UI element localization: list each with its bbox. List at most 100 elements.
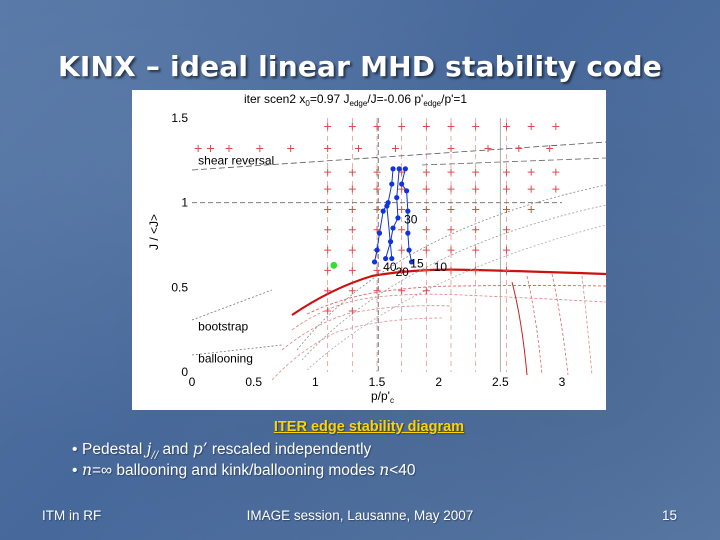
stable-mark xyxy=(348,168,356,176)
stability-curves xyxy=(191,141,606,381)
stable-mark xyxy=(503,168,510,176)
unstable-point xyxy=(387,239,394,245)
figure-caption: ITER edge stability diagram xyxy=(273,419,465,435)
stable-mark xyxy=(472,205,480,213)
unstable-point xyxy=(383,255,389,262)
x-tick-label: 0 xyxy=(189,375,196,389)
stable-mark xyxy=(503,185,510,193)
stability-curve-4 xyxy=(271,317,443,381)
x-tick-label: 1 xyxy=(312,375,319,389)
mode-boundary-line-3 xyxy=(386,206,393,259)
stability-curve-1 xyxy=(306,285,606,315)
stable-mark xyxy=(348,185,356,193)
stable-mark xyxy=(447,122,455,130)
stable-mark xyxy=(373,168,381,176)
stable-mark xyxy=(527,122,535,130)
stable-mark xyxy=(348,122,356,130)
stable-mark xyxy=(324,205,332,213)
stable-mark xyxy=(355,144,362,152)
kink-branch-3 xyxy=(551,273,569,376)
bootstrap-leader-line xyxy=(191,289,273,321)
stable-mark xyxy=(398,185,406,193)
reference-marker xyxy=(330,261,338,269)
stable-mark xyxy=(207,144,214,152)
stable-mark xyxy=(348,266,356,274)
stable-mark xyxy=(348,287,356,295)
stable-mark xyxy=(348,246,356,254)
footer-center: IMAGE session, Lausanne, May 2007 xyxy=(246,508,474,523)
stable-mark xyxy=(472,246,480,254)
stable-mark xyxy=(503,205,510,213)
stable-mark xyxy=(552,168,560,176)
stable-mark xyxy=(324,226,332,234)
stable-mark xyxy=(447,226,455,234)
stability-diagram: 0 0.5 1 1.5 2 2.5 3 0 0.5 1 1.5 shear reversal boot… xyxy=(132,90,606,410)
kink-branch-4 xyxy=(581,275,593,376)
stable-mark xyxy=(398,246,406,254)
unstable-point xyxy=(371,259,378,265)
mode-number-label: 30 xyxy=(404,213,418,227)
mode-number-label: 15 xyxy=(410,257,424,271)
unstable-point xyxy=(396,166,402,172)
unstable-points xyxy=(371,166,415,265)
stable-mark xyxy=(398,122,406,130)
unstable-point xyxy=(384,203,390,209)
stable-mark xyxy=(348,307,356,315)
stable-mark xyxy=(324,122,332,130)
unstable-point xyxy=(405,230,411,236)
stable-mark xyxy=(447,144,455,152)
stable-mark xyxy=(324,266,332,274)
unstable-point xyxy=(376,230,383,236)
stable-mark xyxy=(422,246,430,254)
unstable-point xyxy=(404,188,410,194)
stable-mark xyxy=(472,185,480,193)
chart-header: iter scen2 x0=0.97 Jedge/J=-0.06 p'edge/… xyxy=(244,92,467,108)
y-axis-label: J / <J> xyxy=(147,214,161,250)
bullet-marker: • xyxy=(72,462,78,479)
unstable-point xyxy=(389,255,395,262)
mode-boundary-line-2 xyxy=(385,168,400,259)
stable-mark xyxy=(422,168,430,176)
ballooning-leader-line xyxy=(191,344,283,356)
stable-mark xyxy=(527,205,535,213)
gray-curve-2 xyxy=(301,204,606,361)
stable-mark xyxy=(287,144,295,152)
y-tick-label: 0 xyxy=(181,365,188,379)
stable-mark xyxy=(373,205,381,213)
x-tick-label: 3 xyxy=(559,375,566,389)
stable-mark xyxy=(503,226,510,234)
y-tick-label: 1.5 xyxy=(171,111,188,125)
stable-mark xyxy=(552,122,560,130)
stable-mark xyxy=(324,246,332,254)
stable-mark xyxy=(422,205,430,213)
unstable-point xyxy=(394,194,400,201)
bullet-item-modes: • n=∞ ballooning and kink/ballooning mode… xyxy=(72,461,416,479)
unstable-point xyxy=(374,247,380,253)
stable-mark xyxy=(324,185,332,193)
bullet-item-pedestal: • Pedestal j// and p’ rescaled independen… xyxy=(72,440,372,462)
stable-mark xyxy=(398,287,406,295)
stable-mark xyxy=(527,185,535,193)
stable-mark xyxy=(373,226,381,234)
x-tick-label: 2.5 xyxy=(492,375,509,389)
shear-reversal-boundary xyxy=(191,141,606,171)
stable-mark xyxy=(324,168,332,176)
stable-mark xyxy=(552,185,560,193)
stable-mark xyxy=(527,168,535,176)
stable-mark xyxy=(503,266,510,274)
stable-mark xyxy=(324,144,332,152)
stable-mark xyxy=(472,226,480,234)
stable-mark xyxy=(472,266,480,274)
stable-mark xyxy=(447,205,455,213)
stability-chart-svg: 0 0.5 1 1.5 2 2.5 300.511.5 shear reversalboot… xyxy=(147,92,606,405)
stable-mark xyxy=(256,144,264,152)
stable-mark xyxy=(515,144,523,152)
stable-mark xyxy=(398,266,406,274)
stable-mark xyxy=(447,266,455,274)
stable-mark xyxy=(546,144,554,152)
x-axis-label: p/p'c xyxy=(371,389,394,405)
mode-number-label: 40 xyxy=(383,260,397,274)
kink-branch-2 xyxy=(526,275,543,376)
annotation-label: ballooning xyxy=(198,351,253,365)
upper-dashed-boundary xyxy=(421,157,606,166)
